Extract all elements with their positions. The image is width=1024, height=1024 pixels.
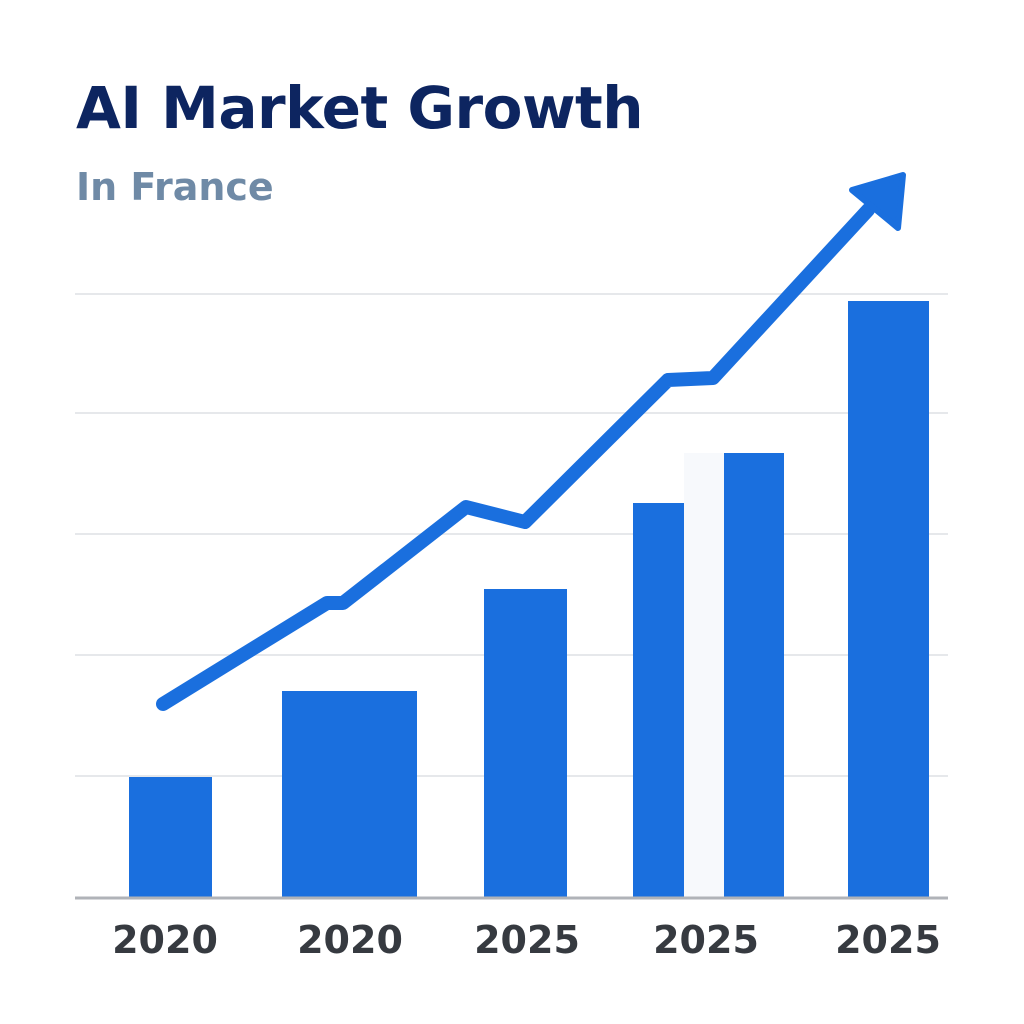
bar-2 [282,691,417,897]
x-tick-label: 2020 [112,918,218,962]
bar-1 [129,777,212,897]
trend-line [156,203,875,711]
bars [129,301,929,897]
arrow-up-right-icon [849,172,906,231]
gridlines [75,293,948,777]
bar-5 [724,453,784,897]
chart-title: AI Market Growth [76,74,644,142]
bar-6 [848,301,929,897]
chart-subtitle: In France [76,165,274,209]
bar-4 [633,503,684,897]
x-tick-label: 2020 [297,918,403,962]
bar-highlight-band [684,453,724,897]
x-tick-label: 2025 [835,918,941,962]
x-tick-label: 2025 [653,918,759,962]
x-tick-label: 2025 [474,918,580,962]
bar-3 [484,589,567,897]
